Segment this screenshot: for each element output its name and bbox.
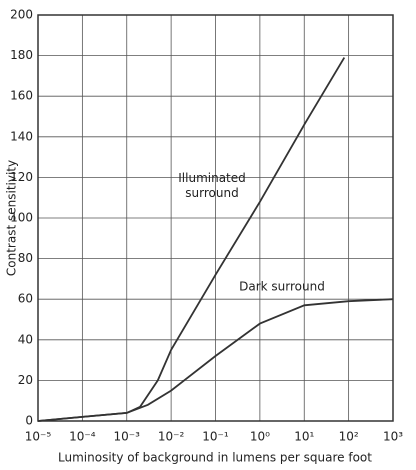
x-axis-label: Luminosity of background in lumens per s… [58, 451, 372, 465]
y-tick-label: 200 [10, 8, 33, 22]
x-tick-label: 10⁻¹ [202, 430, 229, 444]
y-tick-label: 100 [10, 211, 33, 225]
series-line [37, 57, 346, 422]
y-tick-label: 0 [25, 414, 33, 428]
x-tick-label: 10³ [383, 430, 403, 444]
y-tick-label: 80 [18, 251, 33, 265]
series-label: Dark surround [239, 280, 325, 294]
x-tick-label: 10⁰ [250, 430, 270, 444]
y-tick-label: 120 [10, 170, 33, 184]
y-tick-label: 180 [10, 48, 33, 62]
y-tick-label: 140 [10, 129, 33, 143]
y-tick-label: 160 [10, 89, 33, 103]
x-tick-label: 10⁻² [158, 430, 185, 444]
y-axis-label: Contrast sensitivity [5, 160, 19, 276]
y-tick-label: 20 [18, 373, 33, 387]
y-tick-label: 60 [18, 292, 33, 306]
x-tick-label: 10¹ [294, 430, 314, 444]
x-tick-label: 10⁻⁵ [25, 430, 52, 444]
y-tick-label: 40 [18, 332, 33, 346]
plot-frame [37, 14, 394, 422]
x-tick-label: 10² [339, 430, 359, 444]
series-line [37, 298, 394, 422]
x-tick-label: 10⁻⁴ [69, 430, 96, 444]
x-tick-label: 10⁻³ [114, 430, 141, 444]
series-label-line: surround [185, 186, 238, 200]
series-label-line: Illuminated [178, 171, 246, 185]
series-label: Illuminated surround [178, 171, 246, 200]
